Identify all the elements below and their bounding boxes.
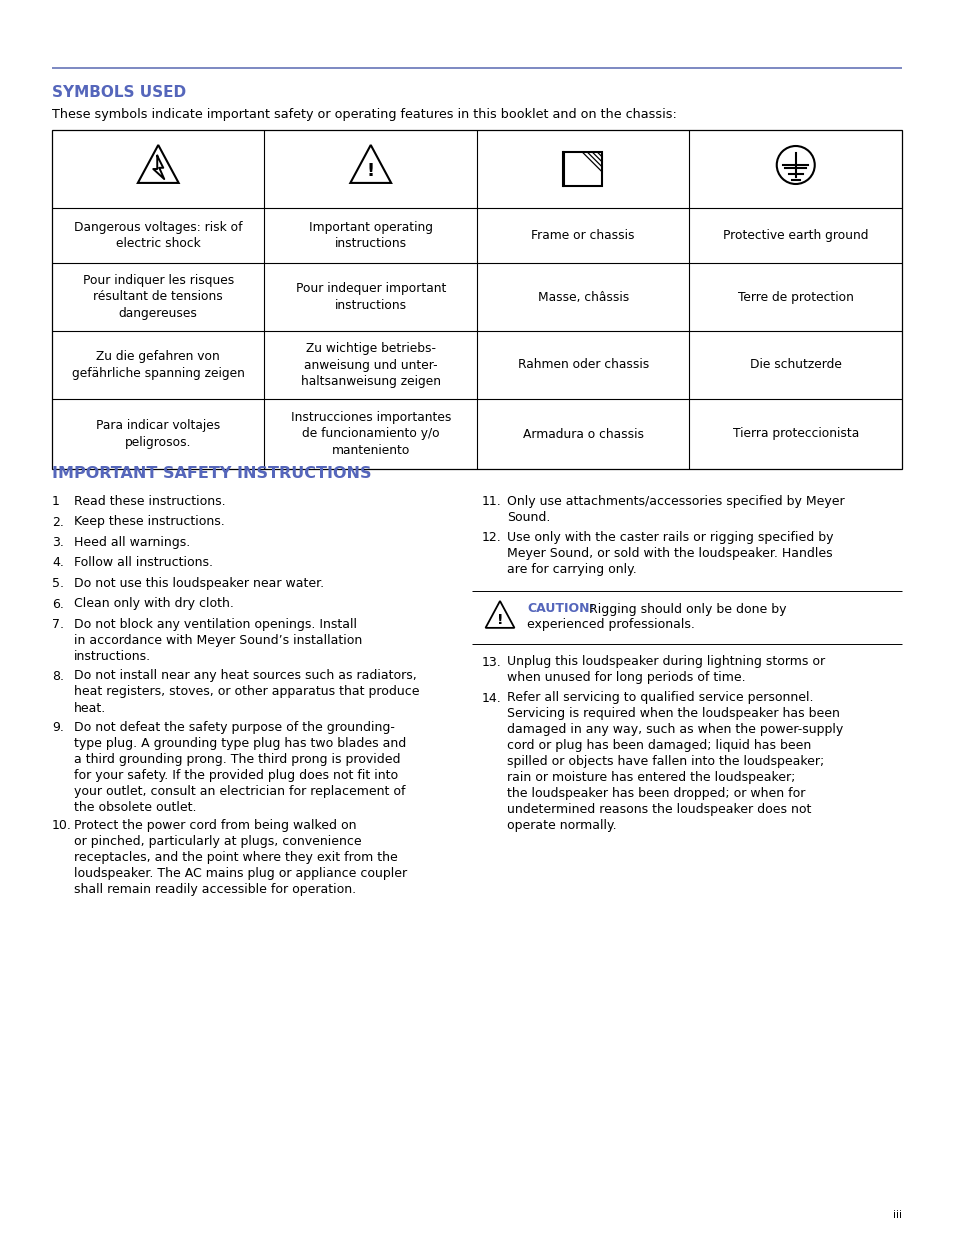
Text: Terre de protection: Terre de protection [737,290,853,304]
Text: Rigging should only be done by: Rigging should only be done by [588,603,785,615]
Text: Rahmen oder chassis: Rahmen oder chassis [517,358,648,372]
Text: 3.: 3. [52,536,64,550]
Text: Clean only with dry cloth.: Clean only with dry cloth. [74,598,233,610]
Text: Heed all warnings.: Heed all warnings. [74,536,190,550]
Text: !: ! [366,162,375,180]
Text: experienced professionals.: experienced professionals. [526,618,694,631]
Text: 1: 1 [52,495,60,508]
Text: Important operating
instructions: Important operating instructions [309,221,433,251]
Text: Pour indiquer les risques
résultant de tensions
dangereuses: Pour indiquer les risques résultant de t… [83,274,233,320]
Bar [563,152,601,186]
Text: Frame or chassis: Frame or chassis [531,228,635,242]
Text: 13.: 13. [481,656,501,668]
Text: Refer all servicing to qualified service personnel.
Servicing is required when t: Refer all servicing to qualified service… [506,692,842,832]
Text: Keep these instructions.: Keep these instructions. [74,515,225,529]
Text: 8.: 8. [52,669,64,683]
Text: Unplug this loudspeaker during lightning storms or
when unused for long periods : Unplug this loudspeaker during lightning… [506,656,824,684]
Text: Do not install near any heat sources such as radiators,
heat registers, stoves, : Do not install near any heat sources suc… [74,669,419,715]
Text: Do not defeat the safety purpose of the grounding-
type plug. A grounding type p: Do not defeat the safety purpose of the … [74,721,406,814]
Text: Dangerous voltages: risk of
electric shock: Dangerous voltages: risk of electric sho… [74,221,242,251]
Text: IMPORTANT SAFETY INSTRUCTIONS: IMPORTANT SAFETY INSTRUCTIONS [52,466,371,480]
Text: Protective earth ground: Protective earth ground [722,228,867,242]
Text: 6.: 6. [52,598,64,610]
Text: Protect the power cord from being walked on
or pinched, particularly at plugs, c: Protect the power cord from being walked… [74,819,407,897]
Text: Read these instructions.: Read these instructions. [74,495,226,508]
Text: 7.: 7. [52,618,64,631]
Text: Zu die gefahren von
gefährliche spanning zeigen: Zu die gefahren von gefährliche spanning… [71,351,244,379]
Text: 12.: 12. [481,531,501,543]
Text: Para indicar voltajes
peligrosos.: Para indicar voltajes peligrosos. [96,419,220,448]
Text: Pour indequer important
instructions: Pour indequer important instructions [295,283,445,311]
Text: Masse, châssis: Masse, châssis [537,290,628,304]
Text: SYMBOLS USED: SYMBOLS USED [52,85,186,100]
Text: Do not use this loudspeaker near water.: Do not use this loudspeaker near water. [74,577,324,590]
Text: Only use attachments/accessories specified by Meyer
Sound.: Only use attachments/accessories specifi… [506,495,843,524]
Text: 5.: 5. [52,577,64,590]
Text: 2.: 2. [52,515,64,529]
Text: Follow all instructions.: Follow all instructions. [74,557,213,569]
Text: Do not block any ventilation openings. Install
in accordance with Meyer Sound’s : Do not block any ventilation openings. I… [74,618,362,663]
Text: These symbols indicate important safety or operating features in this booklet an: These symbols indicate important safety … [52,107,677,121]
Text: Use only with the caster rails or rigging specified by
Meyer Sound, or sold with: Use only with the caster rails or riggin… [506,531,833,576]
Text: Instrucciones importantes
de funcionamiento y/o
manteniento: Instrucciones importantes de funcionamie… [291,411,451,457]
Text: !: ! [497,613,503,627]
Text: 11.: 11. [481,495,501,508]
Text: Zu wichtige betriebs-
anweisung und unter-
haltsanweisung zeigen: Zu wichtige betriebs- anweisung und unte… [300,342,440,388]
Text: Die schutzerde: Die schutzerde [749,358,841,372]
Text: 4.: 4. [52,557,64,569]
Text: CAUTION:: CAUTION: [526,603,594,615]
Bar [52,130,901,469]
Text: Tierra proteccionista: Tierra proteccionista [732,427,858,441]
Text: iii: iii [892,1210,901,1220]
Text: 9.: 9. [52,721,64,734]
Text: Armadura o chassis: Armadura o chassis [522,427,643,441]
Text: 14.: 14. [481,692,501,704]
Text: 10.: 10. [52,819,71,832]
